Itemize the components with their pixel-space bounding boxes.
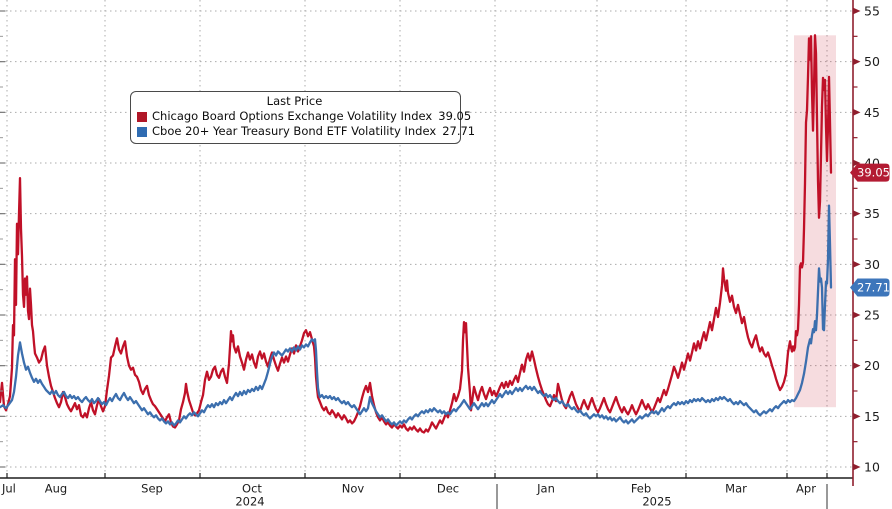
x-axis-month-label: Dec <box>437 482 459 496</box>
legend-item-vix-label: Chicago Board Options Exchange Volatilit… <box>152 109 433 123</box>
y-axis-label: 35 <box>864 206 880 221</box>
y-tick-arrow-icon <box>853 108 861 116</box>
y-tick-arrow-icon <box>853 260 861 268</box>
x-axis-month-label: Aug <box>45 482 67 496</box>
legend-item-vix[interactable]: Chicago Board Options Exchange Volatilit… <box>137 109 471 124</box>
legend-item-vix-value: 39.05 <box>438 109 472 123</box>
y-axis-label: 30 <box>864 257 880 272</box>
y-axis-label: 50 <box>864 54 880 69</box>
y-axis-label: 15 <box>864 409 880 424</box>
vxtlt-last-price-badge <box>850 278 890 297</box>
y-tick-arrow-icon <box>853 7 861 15</box>
legend-item-vxtlt-value: 27.71 <box>442 124 476 138</box>
x-axis-month-label: Jul <box>1 482 16 496</box>
vix-last-price-badge <box>850 163 890 182</box>
y-axis-label: 45 <box>864 105 880 120</box>
vix-last-price-badge-text: 39.05 <box>857 166 890 180</box>
legend-item-vxtlt[interactable]: Cboe 20+ Year Treasury Bond ETF Volatili… <box>137 124 475 139</box>
vxtlt-series-line <box>0 204 833 427</box>
y-tick-arrow-icon <box>853 210 861 218</box>
y-axis-label: 25 <box>864 307 880 322</box>
y-tick-arrow-icon <box>853 463 861 471</box>
vix-swatch-icon <box>137 111 147 122</box>
vxtlt-swatch-icon <box>137 126 147 137</box>
y-tick-arrow-icon <box>853 159 861 167</box>
x-axis-year-label: 2025 <box>642 495 671 509</box>
vix-series-line <box>0 34 833 434</box>
y-tick-arrow-icon <box>853 412 861 420</box>
x-axis-month-label: Nov <box>342 482 365 496</box>
x-axis-month-label: Mar <box>725 482 747 496</box>
y-axis-label: 10 <box>864 459 880 474</box>
legend: Last Price Chicago Board Options Exchang… <box>130 91 475 144</box>
x-axis-year-label: 2024 <box>235 495 264 509</box>
x-axis-month-label: Oct <box>242 482 262 496</box>
vxtlt-last-price-badge-text: 27.71 <box>857 281 890 295</box>
y-tick-arrow-icon <box>853 362 861 370</box>
y-axis-label: 20 <box>864 358 880 373</box>
legend-title: Last Price <box>266 94 323 108</box>
x-axis-month-label: Feb <box>631 482 651 496</box>
x-axis-month-label: Jan <box>536 482 555 496</box>
y-axis-label: 55 <box>864 4 880 19</box>
legend-item-vxtlt-label: Cboe 20+ Year Treasury Bond ETF Volatili… <box>152 124 437 138</box>
x-axis-month-label: Sep <box>141 482 163 496</box>
y-tick-arrow-icon <box>853 311 861 319</box>
y-tick-arrow-icon <box>853 58 861 66</box>
x-axis-month-label: Apr <box>796 482 816 496</box>
